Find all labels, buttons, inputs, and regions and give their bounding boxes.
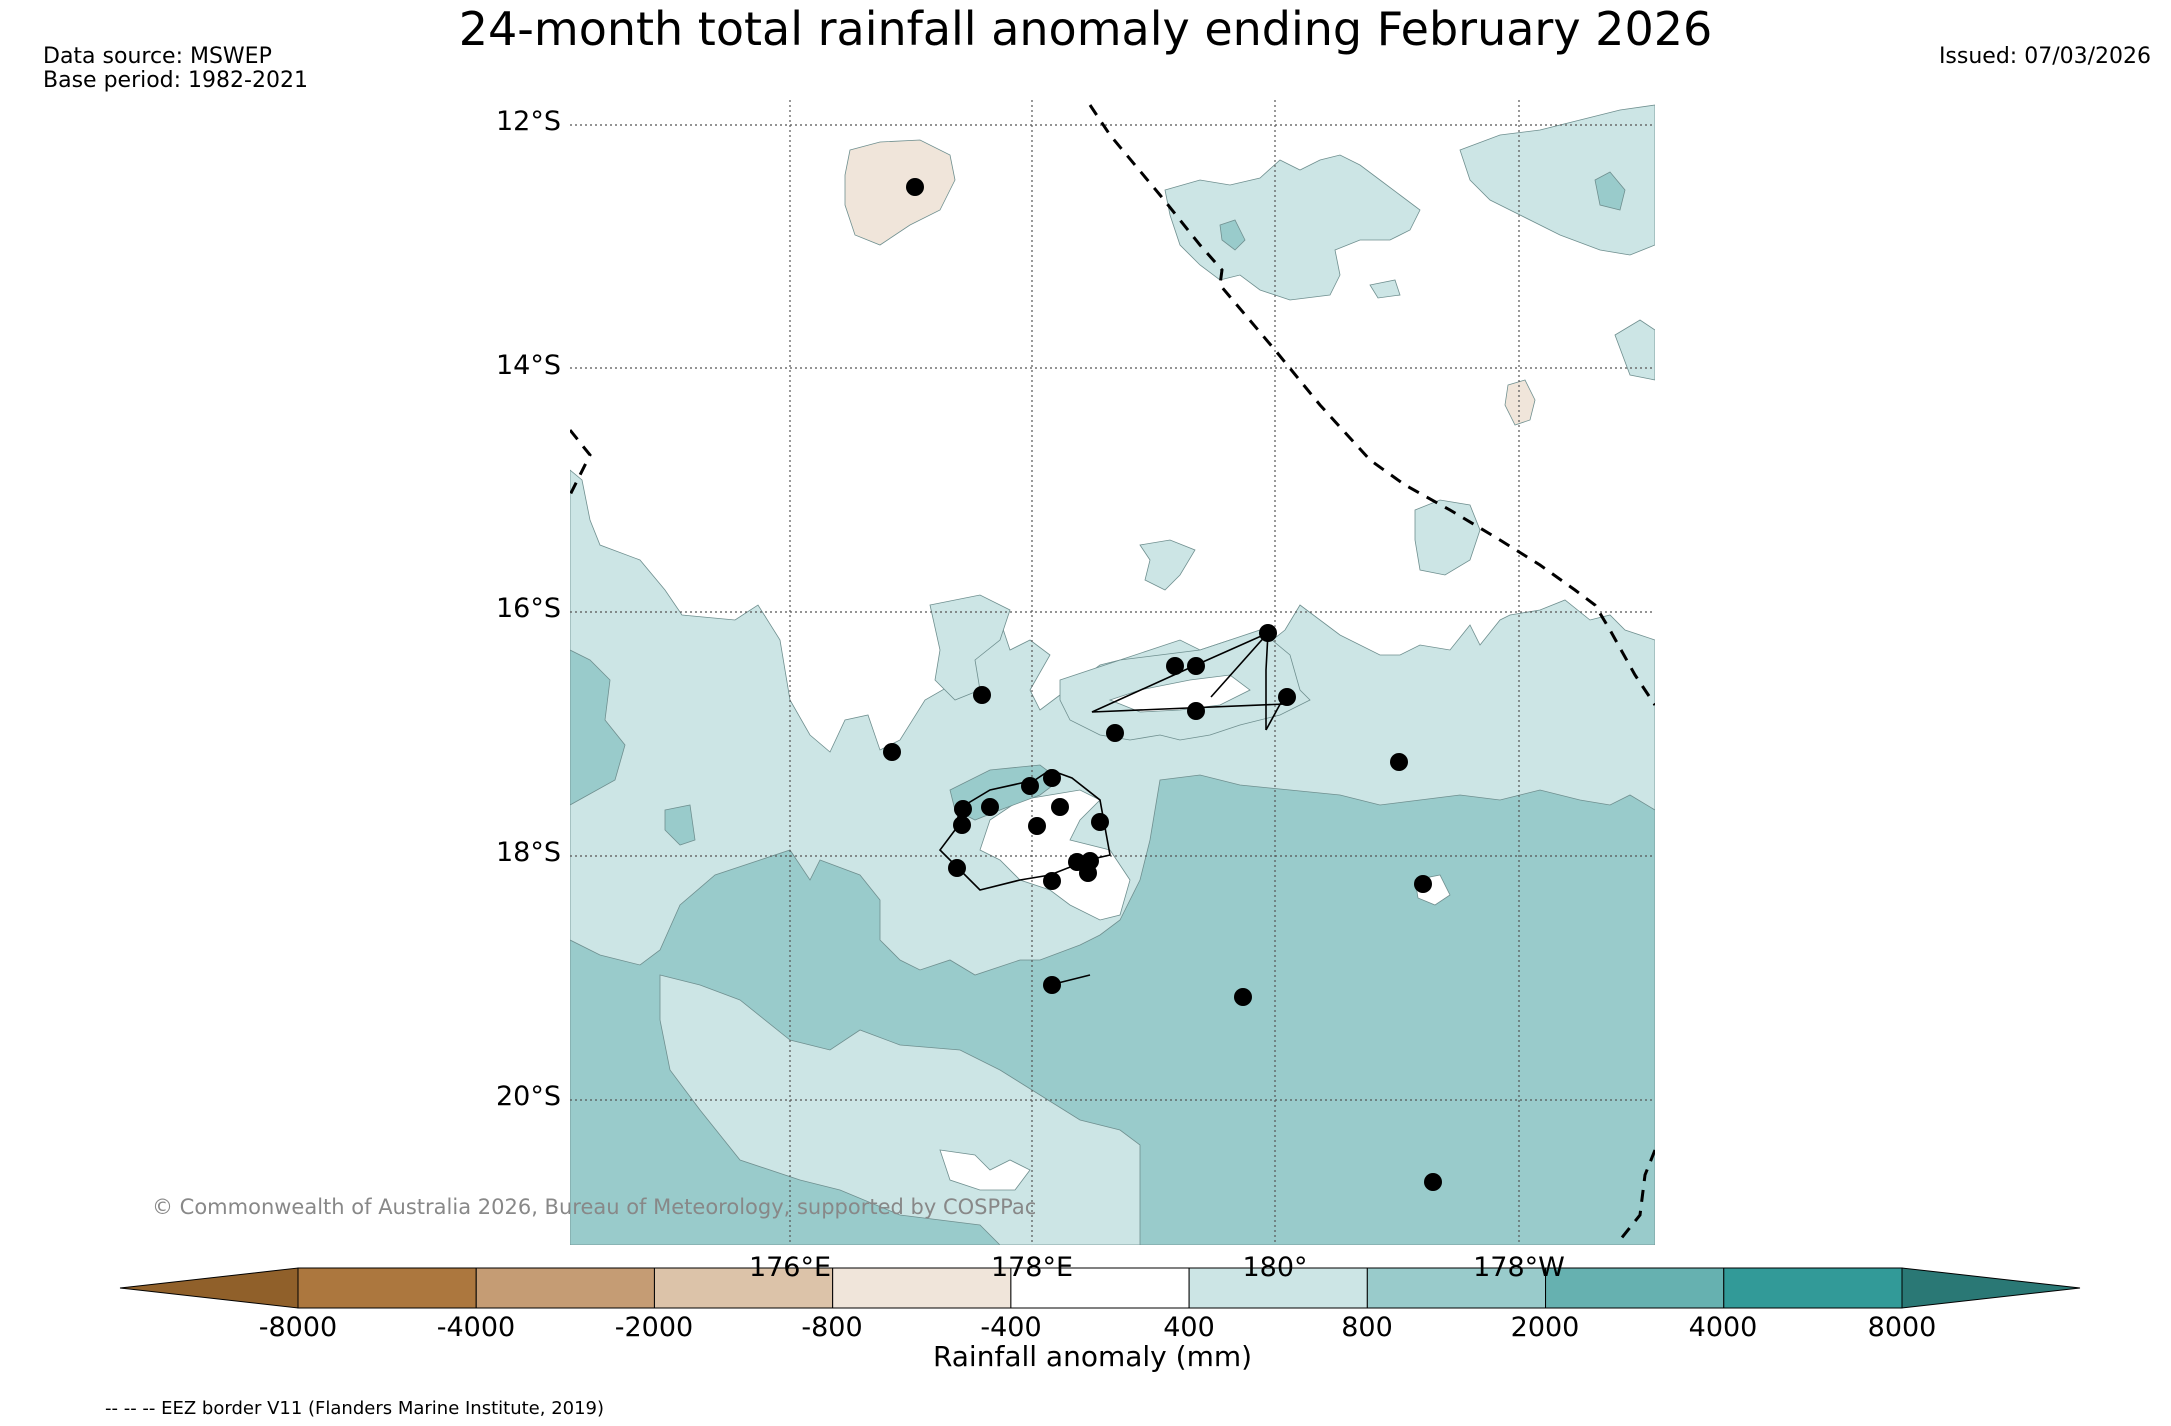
colorbar-segment [1188, 1267, 1368, 1309]
colorbar-segment [832, 1267, 1012, 1309]
station-marker [954, 800, 972, 818]
colorbar-extend-low [119, 1267, 299, 1309]
colorbar-segment [1545, 1267, 1725, 1309]
colorbar-tick: 4000 [1688, 1312, 1758, 1343]
station-marker [1259, 624, 1277, 642]
colorbar-label: Rainfall anomaly (mm) [932, 1340, 1253, 1373]
anomaly-region-800-2000-small-west [664, 804, 696, 846]
lon-label-176e: 176°E [748, 1252, 832, 1283]
colorbar-tick: 400 [1163, 1312, 1215, 1343]
anomaly-region-small-white-south [939, 1149, 1031, 1191]
data-source: Data source: MSWEP [43, 44, 272, 69]
station-marker [1043, 769, 1061, 787]
station-marker [883, 743, 901, 761]
station-marker [1106, 724, 1124, 742]
anomaly-region-north-fiji [929, 594, 1011, 701]
lat-label-12s: 12°S [496, 106, 561, 137]
station-marker [1068, 853, 1086, 871]
anomaly-region-northeast [1459, 104, 1655, 256]
colorbar-tick: 8000 [1867, 1312, 1937, 1343]
map-area [570, 100, 1655, 1245]
lat-label-18s: 18°S [496, 837, 561, 868]
eez-footnote: -- -- -- EEZ border V11 (Flanders Marine… [105, 1398, 605, 1419]
station-marker [1414, 875, 1432, 893]
station-marker [1043, 872, 1061, 890]
map-title: 24-month total rainfall anomaly ending F… [458, 2, 1713, 56]
colorbar-tick: -400 [980, 1312, 1042, 1343]
anomaly-region-800-2000-west [570, 649, 626, 806]
station-marker [1166, 657, 1184, 675]
station-marker [1091, 813, 1109, 831]
station-marker [1043, 976, 1061, 994]
station-marker [1187, 657, 1205, 675]
anomaly-region-north-central [1164, 154, 1421, 301]
anomaly-region-northeast-small [1614, 319, 1655, 381]
station-marker [1278, 688, 1296, 706]
colorbar-segment [297, 1267, 477, 1309]
colorbar-tick: 800 [1341, 1312, 1393, 1343]
anomaly-region-small-patch [1369, 279, 1401, 299]
colorbar-tick: -8000 [258, 1312, 338, 1343]
issued-date: Issued: 07/03/2026 [1938, 44, 2151, 69]
eez-border [570, 104, 1655, 1241]
station-marker [981, 798, 999, 816]
station-marker [1234, 988, 1252, 1006]
anomaly-region-east-island [1139, 539, 1196, 591]
lat-label-16s: 16°S [496, 593, 561, 624]
colorbar-tick: -4000 [436, 1312, 516, 1343]
colorbar-segment [653, 1267, 834, 1309]
station-marker [1021, 777, 1039, 795]
anomaly-region-northeast-darker [1594, 171, 1626, 211]
anomaly-region-north-darker [1219, 219, 1246, 251]
lon-label-180: 180° [1242, 1252, 1308, 1283]
lon-label-178w: 178°W [1473, 1252, 1565, 1283]
anomaly-region-east-dry [1504, 379, 1536, 426]
colorbar [119, 1267, 2081, 1309]
station-marker [1390, 753, 1408, 771]
anomaly-region-vanua-levu-white [1108, 674, 1251, 713]
station-marker [1424, 1173, 1442, 1191]
colorbar-segment [1010, 1267, 1190, 1309]
anomaly-region-central-white [979, 789, 1131, 921]
lat-label-20s: 20°S [496, 1081, 561, 1112]
lon-label-178e: 178°E [990, 1252, 1074, 1283]
colorbar-segment [475, 1267, 655, 1309]
colorbar-tick: 2000 [1510, 1312, 1580, 1343]
colorbar-segment [1723, 1267, 1903, 1309]
gridlines [570, 100, 1655, 1245]
colorbar-tick: -2000 [614, 1312, 694, 1343]
station-marker [1187, 702, 1205, 720]
station-marker [1051, 798, 1069, 816]
station-marker [1028, 817, 1046, 835]
lat-label-14s: 14°S [496, 350, 561, 381]
station-marker [948, 859, 966, 877]
colorbar-tick: -800 [801, 1312, 863, 1343]
colorbar-segments [297, 1267, 1903, 1309]
station-marker [953, 816, 971, 834]
meta-left: Data source: MSWEP Base period: 1982-202… [43, 45, 308, 93]
colorbar-extend-high [1901, 1267, 2081, 1309]
base-period: Base period: 1982-2021 [43, 68, 308, 93]
anomaly-region-rotuma-dry [844, 139, 956, 246]
station-marker [973, 686, 991, 704]
copyright-notice: © Commonwealth of Australia 2026, Bureau… [152, 1195, 1037, 1219]
station-marker [1079, 864, 1097, 882]
station-marker [906, 178, 924, 196]
